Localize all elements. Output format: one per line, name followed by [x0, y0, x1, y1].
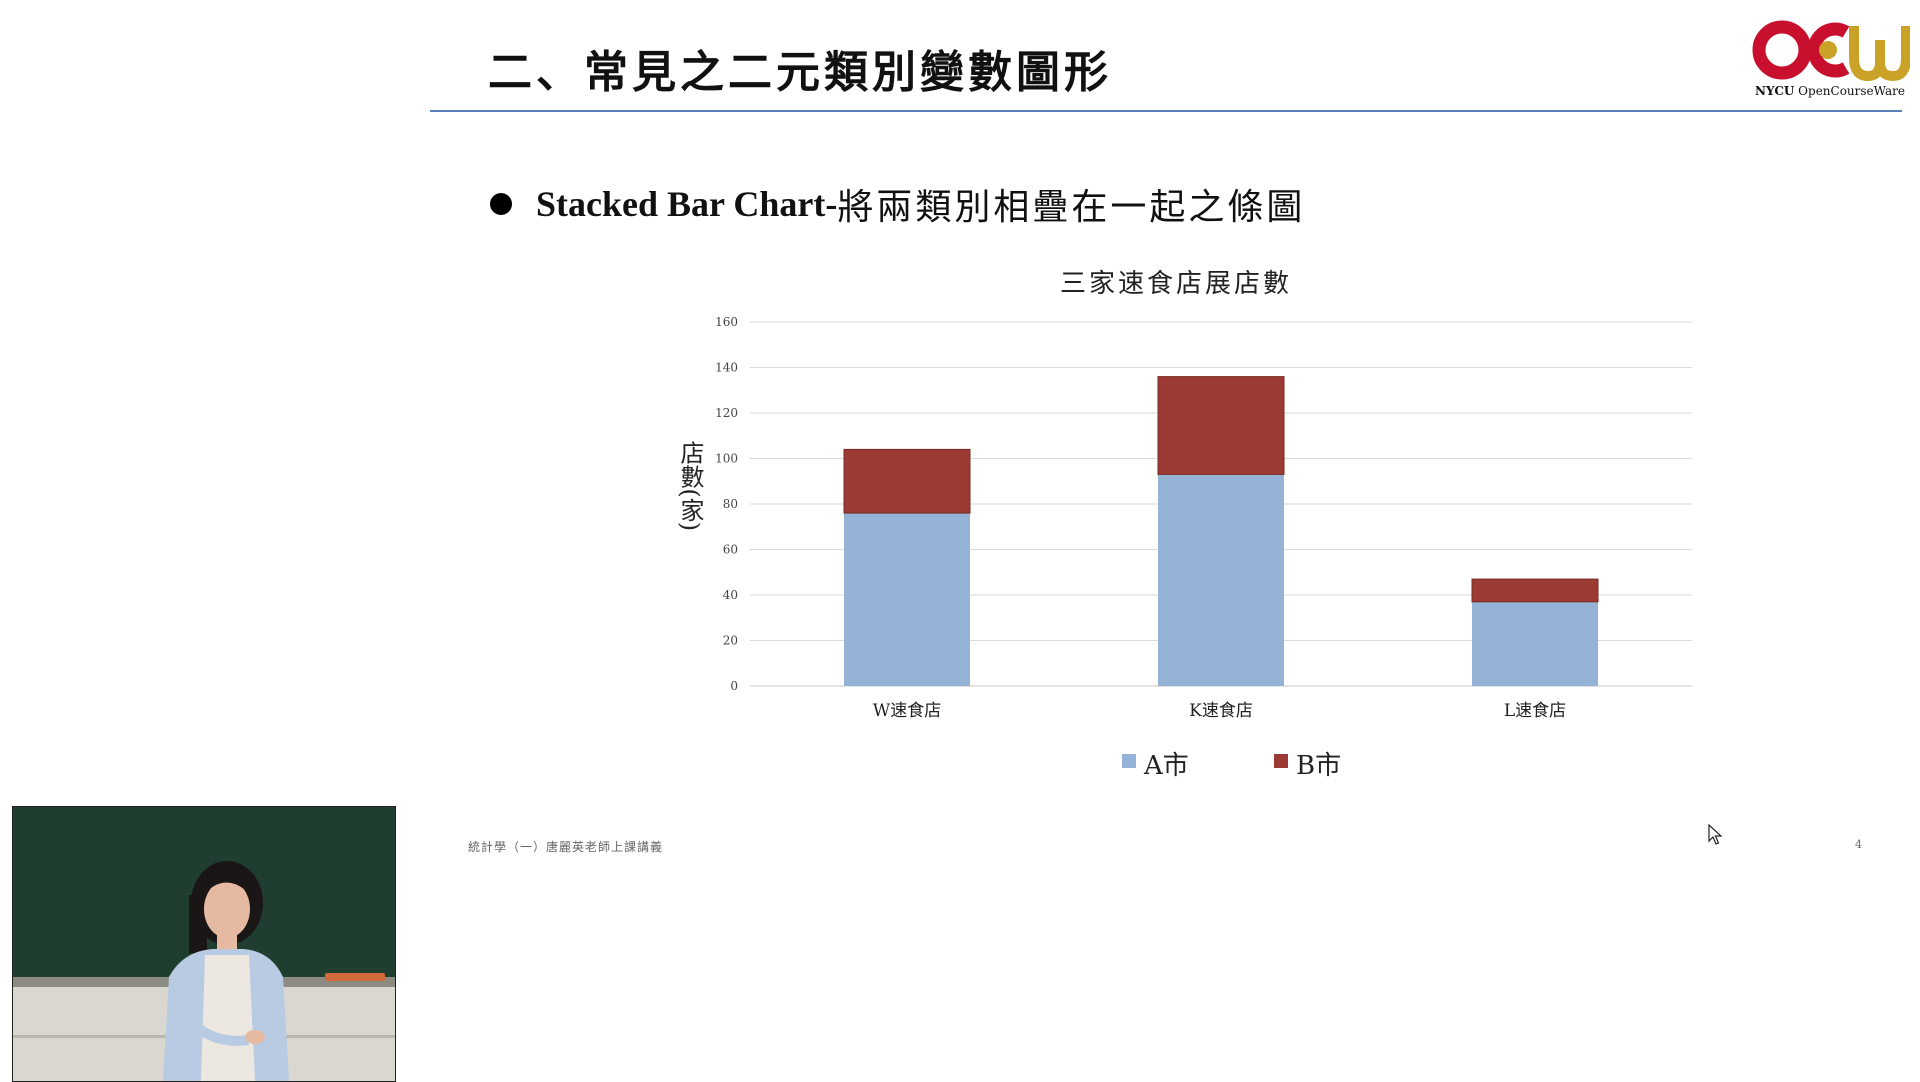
legend-label: B市	[1296, 751, 1341, 781]
y-tick-label: 120	[715, 406, 738, 420]
lecturer-video[interactable]	[12, 806, 396, 1082]
logo-caption-rest: OpenCourseWare	[1798, 84, 1905, 98]
bullet-rest-text: 將兩類別相疊在一起之條圖	[837, 187, 1306, 228]
x-category-label: L速食店	[1504, 701, 1566, 721]
bar-segment	[1158, 474, 1284, 686]
logo-caption: NYCU OpenCourseWare	[1755, 84, 1915, 98]
page-number: 4	[1855, 838, 1862, 851]
y-axis-label: 店數(家)	[676, 440, 704, 531]
bar-segment	[1472, 601, 1598, 686]
bar-segment	[843, 448, 971, 514]
lecturer-figure	[163, 861, 289, 1081]
y-tick-label: 40	[723, 588, 738, 602]
x-category-label: W速食店	[873, 701, 941, 721]
y-tick-label: 140	[715, 361, 738, 375]
y-tick-label: 0	[730, 679, 738, 693]
slide-footer: 統計學（一）唐麗英老師上課講義	[468, 840, 664, 854]
bar-segment	[844, 513, 970, 686]
y-tick-label: 20	[723, 634, 738, 648]
slide-title: 二、常見之二元類別變數圖形	[488, 47, 1112, 98]
bullet-dot-icon	[490, 193, 512, 215]
x-category-label: K速食店	[1189, 701, 1253, 721]
y-tick-label: 80	[723, 497, 738, 511]
bullet-point: Stacked Bar Chart- 將兩類別相疊在一起之條圖	[490, 178, 1305, 230]
ocw-logo	[1752, 20, 1910, 82]
y-tick-label: 160	[715, 315, 738, 329]
logo-dot-icon	[1819, 41, 1837, 59]
bar-segment	[1471, 578, 1599, 603]
bullet-strong-text: Stacked Bar Chart-	[536, 184, 838, 224]
logo-caption-strong: NYCU	[1755, 84, 1795, 98]
y-tick-label: 100	[715, 452, 738, 466]
logo-c-icon	[1807, 22, 1850, 78]
stacked-bar-chart: 三家速食店展店數 0 20 40 60 80 100 120 140 160 店數(家) W速食店 K速…	[676, 269, 1692, 781]
logo-o-icon	[1752, 20, 1812, 80]
legend-swatch	[1274, 754, 1288, 768]
mouse-cursor-icon	[1708, 824, 1723, 845]
logo-w-icon	[1849, 26, 1910, 82]
y-tick-label: 60	[723, 543, 738, 557]
chart-title: 三家速食店展店數	[1060, 269, 1292, 299]
title-divider	[430, 110, 1902, 112]
desk-object	[325, 973, 385, 981]
bar-segment	[1157, 376, 1285, 475]
legend-swatch	[1122, 754, 1136, 768]
legend-label: A市	[1143, 751, 1189, 781]
